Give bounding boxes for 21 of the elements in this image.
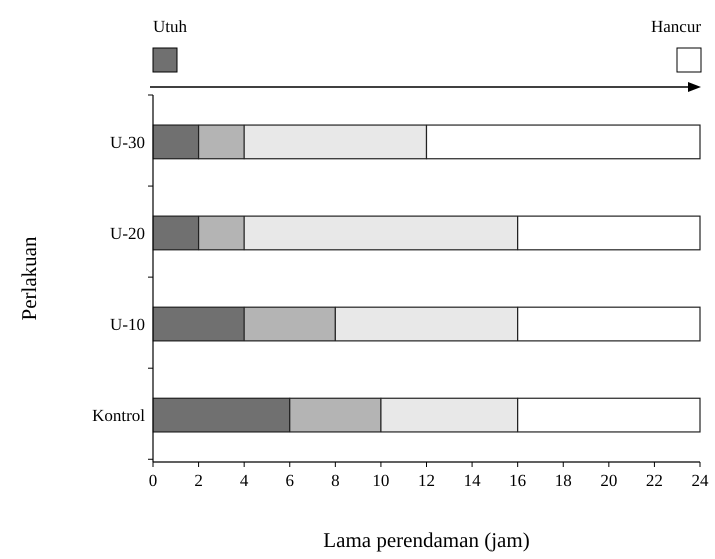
text: Utuh <box>153 17 188 36</box>
x-tick-label: 4 <box>240 471 249 490</box>
y-tick-label: U-30 <box>110 132 145 152</box>
x-tick-label: 14 <box>464 471 482 490</box>
x-tick-label: 6 <box>286 471 294 490</box>
x-tick-label: 0 <box>148 471 158 490</box>
x-tick-label: 2 <box>194 471 203 490</box>
x-tick-label: 10 <box>372 471 390 490</box>
y-tick-label: Kontrol <box>92 406 146 426</box>
x-tick-label: 18 <box>554 471 572 490</box>
x-axis-title: Lama perendaman (jam) <box>323 528 530 552</box>
x-tick-label: 24 <box>692 471 709 490</box>
x-tick-label: 8 <box>331 471 340 490</box>
x-tick-label: 20 <box>600 471 618 490</box>
x-tick-label: 12 <box>418 471 435 490</box>
text: Hancur <box>650 17 702 36</box>
y-tick-label: U-20 <box>110 224 145 243</box>
y-axis-title: Perlakuan <box>17 236 41 320</box>
x-tick-label: 16 <box>509 471 526 490</box>
x-tick-label: 22 <box>646 471 663 490</box>
y-tick-label: U-10 <box>110 314 145 334</box>
